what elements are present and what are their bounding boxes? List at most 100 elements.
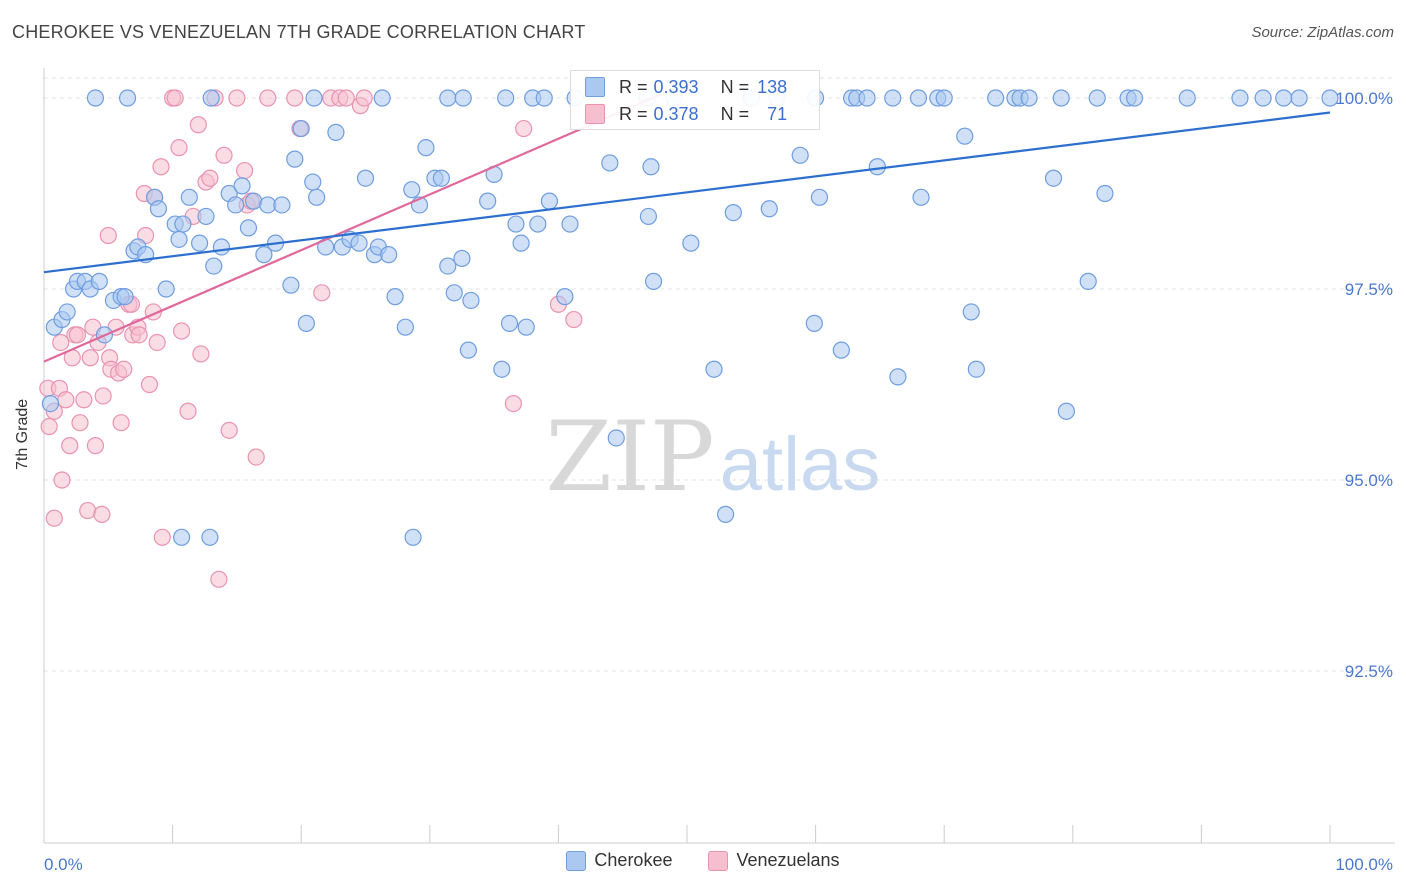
venezuelans-point <box>166 89 184 107</box>
cherokee-point <box>858 89 876 107</box>
cherokee-point <box>1321 89 1339 107</box>
cherokee-point <box>607 429 625 447</box>
venezuelans-point <box>286 89 304 107</box>
r-value: 0.393 <box>653 76 699 97</box>
cherokee-point <box>90 272 108 290</box>
venezuelans-point <box>179 402 197 420</box>
cherokee-point <box>1275 89 1293 107</box>
venezuelans-point <box>259 89 277 107</box>
n-label: N = <box>720 103 750 124</box>
venezuelans-point <box>75 391 93 409</box>
venezuelans-point <box>81 349 99 367</box>
cherokee-point <box>642 158 660 176</box>
cherokee-point <box>233 177 251 195</box>
cherokee-point <box>889 368 907 386</box>
cherokee-point <box>962 303 980 321</box>
legend-item-cherokee[interactable]: Cherokee <box>566 850 672 871</box>
venezuelans-point <box>355 89 373 107</box>
venezuelans-point <box>504 395 522 413</box>
cherokee-point <box>1290 89 1308 107</box>
cherokee-point <box>191 234 209 252</box>
cherokee-trend-line <box>43 111 1331 274</box>
venezuelans-point <box>201 169 219 187</box>
venezuelans-point <box>515 119 533 138</box>
cherokee-point <box>956 127 974 145</box>
venezuelans-swatch <box>585 104 605 124</box>
cherokee-point <box>180 188 198 206</box>
cherokee-point <box>1096 184 1114 203</box>
cherokee-point <box>174 215 192 233</box>
cherokee-point <box>987 89 1005 107</box>
venezuelans-point <box>140 375 159 394</box>
venezuelans-point <box>79 501 97 520</box>
axes <box>43 68 1395 844</box>
cherokee-point <box>479 192 497 210</box>
cherokee-point <box>201 528 219 546</box>
chart-title: CHEROKEE VS VENEZUELAN 7TH GRADE CORRELA… <box>12 22 586 42</box>
cherokee-point <box>639 207 658 226</box>
cherokee-point <box>205 257 223 275</box>
x-tick-label: 0.0% <box>44 855 83 874</box>
cherokee-point <box>239 219 258 237</box>
cherokee-point <box>170 230 188 248</box>
venezuelans-point <box>565 310 583 329</box>
cherokee-point <box>517 318 535 336</box>
cherokee-point <box>157 280 175 298</box>
cherokee-point <box>935 89 953 107</box>
cherokee-point <box>58 303 76 321</box>
cherokee-swatch <box>585 77 605 97</box>
cherokee-point <box>601 154 619 172</box>
cherokee-point <box>512 234 530 252</box>
cherokee-point <box>1178 89 1196 107</box>
cherokee-point <box>197 207 215 226</box>
cherokee-point <box>497 89 515 107</box>
venezuelans-point <box>215 146 233 164</box>
cherokee-point <box>912 188 930 206</box>
cherokee-point <box>760 200 778 218</box>
venezuelans-point <box>247 448 265 466</box>
cherokee-point <box>273 196 291 214</box>
cherokee-point <box>535 89 553 107</box>
venezuelans-point <box>130 326 148 344</box>
cherokee-point <box>1044 169 1063 187</box>
cherokee-point <box>245 192 263 210</box>
venezuelans-point <box>93 505 111 523</box>
venezuelans-point <box>152 158 170 176</box>
stats-legend: R = 0.393 N = 138 R = 0.378 N = 71 <box>570 70 820 130</box>
cherokee-point <box>716 505 735 523</box>
cherokee-point <box>459 341 477 359</box>
cherokee-point <box>417 139 435 157</box>
venezuelans-point <box>52 333 70 352</box>
cherokee-point <box>884 89 902 107</box>
venezuelans-point <box>170 139 188 157</box>
venezuelans-point <box>61 437 79 455</box>
venezuelans-point <box>71 414 89 432</box>
x-tick-label: 100.0% <box>1335 855 1393 874</box>
watermark: ZIP atlas <box>545 401 880 513</box>
y-tick-label: 92.5% <box>1345 662 1393 681</box>
cherokee-point <box>1088 89 1106 107</box>
cherokee-point <box>805 314 823 332</box>
legend-item-venezuelans[interactable]: Venezuelans <box>708 850 840 871</box>
venezuelans-point <box>40 417 58 436</box>
tick-labels: 92.5% 95.0% 97.5% 100.0% 0.0% 100.0% <box>44 89 1393 874</box>
y-axis-label: 7th Grade <box>14 398 31 470</box>
venezuelans-point <box>148 333 166 352</box>
cherokee-point <box>810 188 829 206</box>
cherokee-points <box>41 89 1339 546</box>
n-value: 138 <box>757 76 788 97</box>
cherokee-point <box>356 169 375 187</box>
venezuelans-point <box>210 570 228 588</box>
cherokee-point <box>561 215 579 233</box>
cherokee-point <box>1079 272 1097 290</box>
cherokee-legend-swatch <box>566 850 587 871</box>
cherokee-point <box>373 89 391 107</box>
cherokee-point <box>116 288 134 306</box>
cherokee-point <box>350 234 368 252</box>
cherokee-point <box>682 234 700 252</box>
cherokee-point <box>705 360 723 378</box>
cherokee-point <box>540 192 558 210</box>
venezuelans-point <box>86 437 105 455</box>
cherokee-point <box>86 89 105 107</box>
